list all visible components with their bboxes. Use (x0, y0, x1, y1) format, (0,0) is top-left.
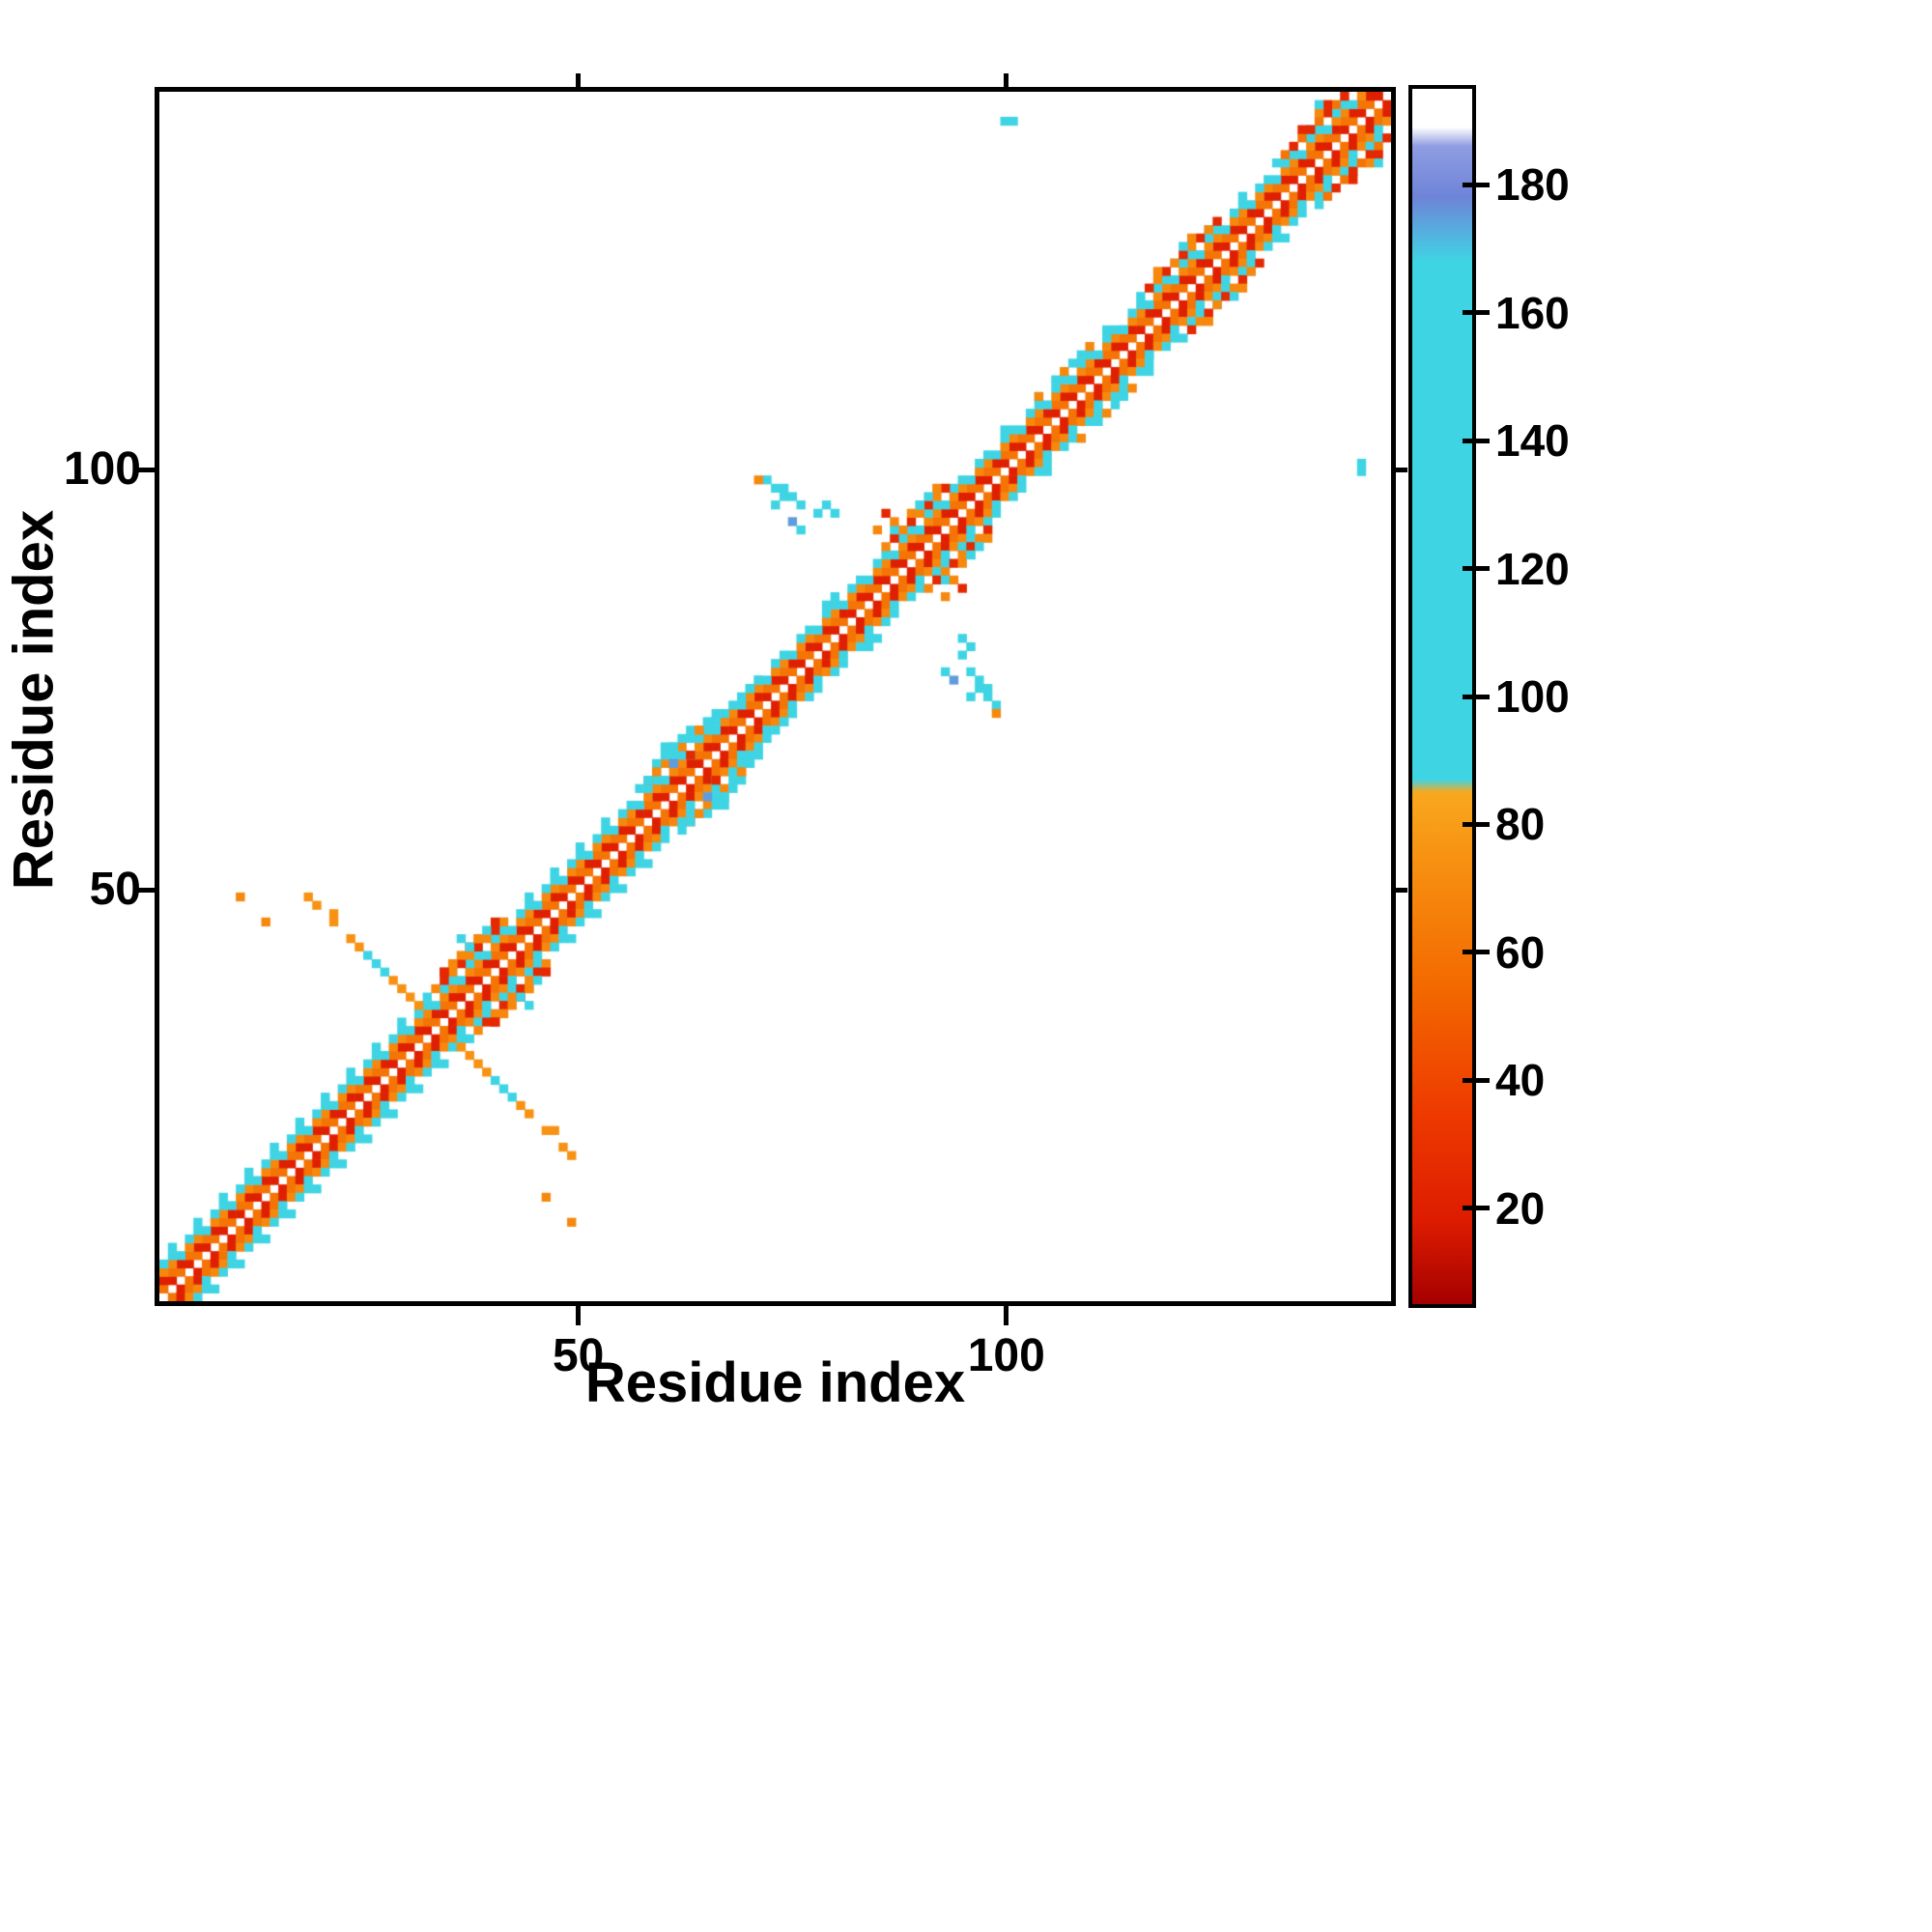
y-tick-label: 100 (63, 443, 141, 495)
y-tick-label: 50 (89, 864, 141, 916)
colorbar-tick-label: 80 (1495, 799, 1546, 850)
x-tick-label: 100 (967, 1330, 1045, 1381)
colorbar-tick-label: 160 (1495, 287, 1570, 338)
colorbar-tick-mark (1463, 1206, 1490, 1211)
colorbar-gradient (1412, 89, 1472, 1304)
colorbar-tick-mark (1463, 950, 1490, 955)
x-axis-label: Residue index (584, 1351, 966, 1414)
colorbar-tick-label: 20 (1495, 1182, 1546, 1234)
colorbar-tick-label: 140 (1495, 415, 1570, 467)
colorbar-tick-mark (1463, 182, 1490, 187)
colorbar-tick-label: 40 (1495, 1055, 1546, 1106)
colorbar-tick-label: 100 (1495, 671, 1570, 722)
plot-area (155, 87, 1396, 1306)
y-tick-mark-right (1396, 467, 1407, 472)
heatmap-canvas (159, 92, 1391, 1301)
x-tick-mark-top (576, 73, 582, 87)
colorbar-tick-label: 180 (1495, 159, 1570, 211)
colorbar-tick-mark (1463, 694, 1490, 699)
x-tick-mark (576, 1306, 582, 1325)
y-axis-label: Residue index (2, 509, 66, 891)
x-tick-mark-top (1004, 73, 1009, 87)
colorbar-tick-mark (1463, 566, 1490, 572)
y-tick-mark-right (1396, 887, 1407, 893)
colorbar-tick-mark (1463, 1077, 1490, 1083)
colorbar-tick-mark (1463, 310, 1490, 316)
colorbar-tick-mark (1463, 438, 1490, 443)
y-tick-mark (133, 887, 155, 893)
colorbar-tick-label: 60 (1495, 926, 1546, 978)
colorbar-tick-mark (1463, 821, 1490, 827)
y-tick-mark (133, 467, 155, 472)
x-tick-label: 50 (552, 1330, 605, 1381)
x-tick-mark (1004, 1306, 1009, 1325)
colorbar-tick-label: 120 (1495, 543, 1570, 594)
